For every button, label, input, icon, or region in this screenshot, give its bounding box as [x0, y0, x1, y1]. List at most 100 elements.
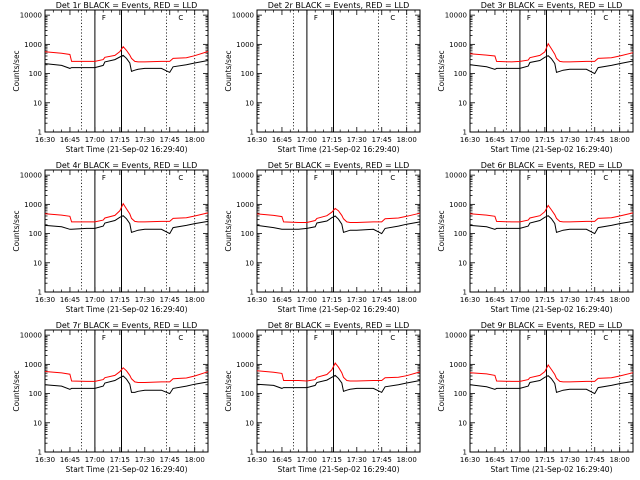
- x-tick-label: 17:45: [372, 296, 392, 304]
- panel-title: Det 9r BLACK = Events, RED = LLD: [481, 321, 623, 330]
- y-tick-label: 10: [33, 99, 42, 107]
- x-tick-label: 16:30: [460, 136, 480, 144]
- y-tick-label: 10000: [20, 332, 42, 340]
- series-line-events: [256, 374, 421, 394]
- x-tick-label: 18:00: [397, 296, 417, 304]
- x-tick-label: 17:00: [297, 136, 317, 144]
- x-tick-label: 17:00: [510, 136, 530, 144]
- y-tick-label: 100: [241, 230, 254, 238]
- chart-panel-4: Det 4r BLACK = Events, RED = LLD 1 10 100 10…: [12, 161, 209, 314]
- x-tick-label: 17:30: [347, 456, 367, 464]
- y-axis-label: Counts/sec: [437, 370, 446, 411]
- y-tick-label: 1: [38, 289, 42, 297]
- x-tick-label: 18:00: [185, 136, 205, 144]
- plot-frame: [469, 169, 634, 293]
- y-tick-label: 100: [454, 390, 467, 398]
- marker-letter-f: F: [314, 14, 318, 22]
- y-tick-label: 10000: [20, 12, 42, 20]
- series-line-lld: [256, 207, 421, 223]
- y-tick-label: 100: [29, 230, 42, 238]
- chart-panel-7: Det 7r BLACK = Events, RED = LLD 1 10 100 10…: [12, 321, 209, 474]
- marker-letter-c: C: [603, 14, 608, 22]
- x-tick-label: 18:00: [610, 136, 630, 144]
- y-tick-label: 100: [454, 230, 467, 238]
- x-tick-label: 17:00: [85, 296, 105, 304]
- y-tick-label: 1000: [449, 41, 467, 49]
- y-tick-label: 10: [458, 99, 467, 107]
- y-axis-label: Counts/sec: [224, 50, 233, 91]
- y-tick-label: 1000: [236, 201, 254, 209]
- x-tick-label: 17:15: [322, 296, 342, 304]
- x-tick-label: 16:30: [247, 296, 267, 304]
- marker-letter-c: C: [390, 334, 395, 342]
- y-tick-label: 1000: [24, 361, 42, 369]
- x-tick-label: 17:45: [160, 456, 180, 464]
- x-tick-label: 17:45: [585, 136, 605, 144]
- x-tick-label: 16:45: [272, 136, 292, 144]
- x-axis-label: Start Time (21-Sep-02 16:29:40): [66, 305, 188, 314]
- series-line-events: [469, 375, 634, 395]
- y-tick-label: 10000: [445, 172, 467, 180]
- x-tick-label: 17:15: [535, 296, 555, 304]
- x-tick-label: 17:15: [535, 456, 555, 464]
- y-tick-label: 100: [29, 70, 42, 78]
- x-tick-label: 17:00: [85, 456, 105, 464]
- plot-frame: [256, 169, 421, 293]
- y-tick-label: 1: [463, 129, 467, 137]
- x-tick-label: 17:15: [535, 136, 555, 144]
- y-tick-label: 10000: [445, 12, 467, 20]
- panel-title: Det 8r BLACK = Events, RED = LLD: [268, 321, 410, 330]
- x-tick-label: 17:30: [135, 296, 155, 304]
- marker-letter-f: F: [102, 334, 106, 342]
- x-tick-label: 17:45: [585, 456, 605, 464]
- y-tick-label: 10: [458, 419, 467, 427]
- marker-letter-f: F: [527, 14, 531, 22]
- x-tick-label: 16:30: [247, 456, 267, 464]
- y-axis-label: Counts/sec: [224, 370, 233, 411]
- x-tick-label: 17:30: [135, 456, 155, 464]
- panel-title: Det 1r BLACK = Events, RED = LLD: [56, 1, 198, 10]
- x-tick-label: 18:00: [397, 456, 417, 464]
- y-axis-label: Counts/sec: [224, 210, 233, 251]
- x-tick-label: 17:00: [297, 296, 317, 304]
- plot-frame: [44, 169, 209, 293]
- x-tick-label: 17:00: [85, 136, 105, 144]
- y-tick-label: 100: [241, 390, 254, 398]
- x-tick-label: 17:30: [560, 136, 580, 144]
- panel-title: Det 5r BLACK = Events, RED = LLD: [268, 161, 410, 170]
- plot-frame: [469, 9, 634, 133]
- x-tick-label: 16:30: [247, 136, 267, 144]
- y-axis-label: Counts/sec: [437, 210, 446, 251]
- series-line-events: [256, 215, 421, 235]
- y-tick-label: 100: [241, 70, 254, 78]
- x-tick-label: 18:00: [610, 456, 630, 464]
- series-line-lld: [469, 364, 634, 383]
- y-tick-label: 1: [250, 289, 254, 297]
- x-axis-label: Start Time (21-Sep-02 16:29:40): [278, 145, 400, 154]
- x-axis-label: Start Time (21-Sep-02 16:29:40): [278, 465, 400, 474]
- marker-letter-f: F: [314, 174, 318, 182]
- chart-panel-6: Det 6r BLACK = Events, RED = LLD 1 10 100 10…: [437, 161, 634, 314]
- x-axis-label: Start Time (21-Sep-02 16:29:40): [491, 465, 613, 474]
- y-tick-label: 10: [245, 419, 254, 427]
- y-tick-label: 100: [454, 70, 467, 78]
- plot-frame: [256, 9, 421, 133]
- y-tick-label: 1: [38, 449, 42, 457]
- x-tick-label: 16:30: [35, 296, 55, 304]
- series-line-events: [44, 375, 209, 395]
- x-tick-label: 16:45: [60, 456, 80, 464]
- x-tick-label: 17:15: [110, 296, 130, 304]
- y-tick-label: 10: [33, 419, 42, 427]
- y-tick-label: 1: [250, 129, 254, 137]
- y-tick-label: 10000: [445, 332, 467, 340]
- y-tick-label: 100: [29, 390, 42, 398]
- x-tick-label: 16:45: [485, 136, 505, 144]
- x-axis-label: Start Time (21-Sep-02 16:29:40): [278, 305, 400, 314]
- x-tick-label: 17:45: [372, 136, 392, 144]
- x-tick-label: 17:00: [510, 456, 530, 464]
- series-line-lld: [44, 367, 209, 383]
- x-tick-label: 17:15: [322, 456, 342, 464]
- x-tick-label: 18:00: [185, 456, 205, 464]
- x-tick-label: 16:45: [485, 296, 505, 304]
